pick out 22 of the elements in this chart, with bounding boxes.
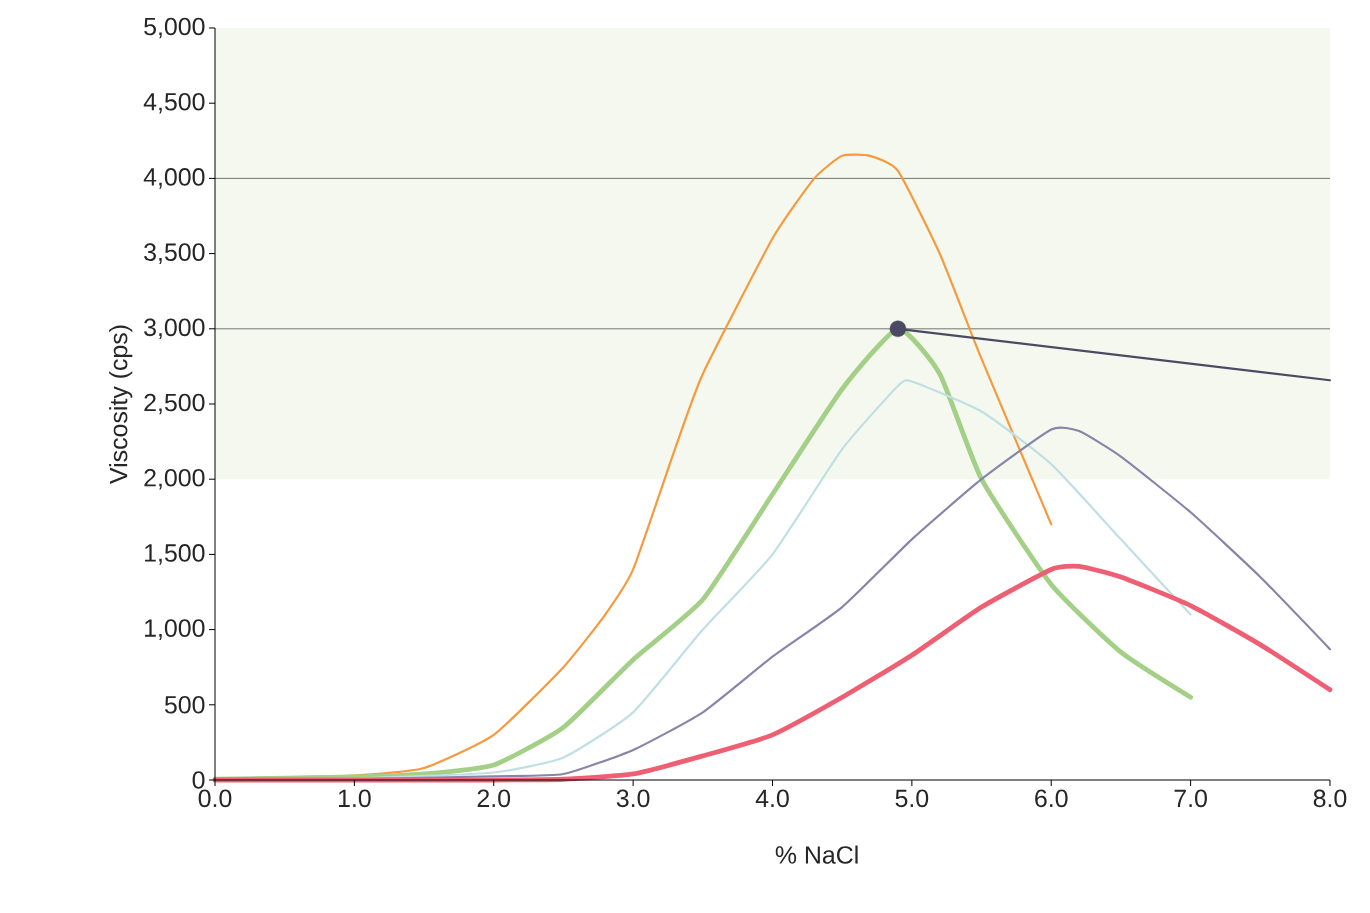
y-tick-label: 1,000 bbox=[145, 619, 205, 640]
y-tick-label: 3,500 bbox=[144, 243, 205, 264]
y-tick-label: 4,000 bbox=[143, 168, 205, 189]
y-tick-label: 500 bbox=[164, 695, 205, 714]
y-tick-label: 4,500 bbox=[143, 92, 205, 114]
x-tick-label: 2.0 bbox=[477, 789, 511, 808]
x-tick-label: 3.0 bbox=[616, 789, 650, 808]
x-tick-label: 1.0 bbox=[338, 789, 371, 808]
y-axis-title: Viscosity (cps) bbox=[109, 325, 133, 484]
x-tick-label: 7.0 bbox=[1174, 789, 1207, 808]
y-tick-label: 2,000 bbox=[144, 468, 205, 490]
y-tick-label: 2,500 bbox=[144, 393, 205, 415]
x-tick-label: 0.0 bbox=[198, 789, 232, 808]
x-tick-label: 5.0 bbox=[895, 789, 929, 808]
x-tick-label: 6.0 bbox=[1035, 789, 1068, 808]
y-tick-label: 1,500 bbox=[145, 544, 205, 565]
y-tick-label: 0 bbox=[192, 771, 205, 789]
x-tick-label: 8.0 bbox=[1313, 789, 1347, 808]
x-axis-title: % NaCl bbox=[775, 845, 858, 864]
y-tick-label: 5,000 bbox=[144, 17, 205, 39]
x-tick-label: 4.0 bbox=[755, 789, 789, 808]
y-tick-label: 3,000 bbox=[144, 318, 205, 340]
